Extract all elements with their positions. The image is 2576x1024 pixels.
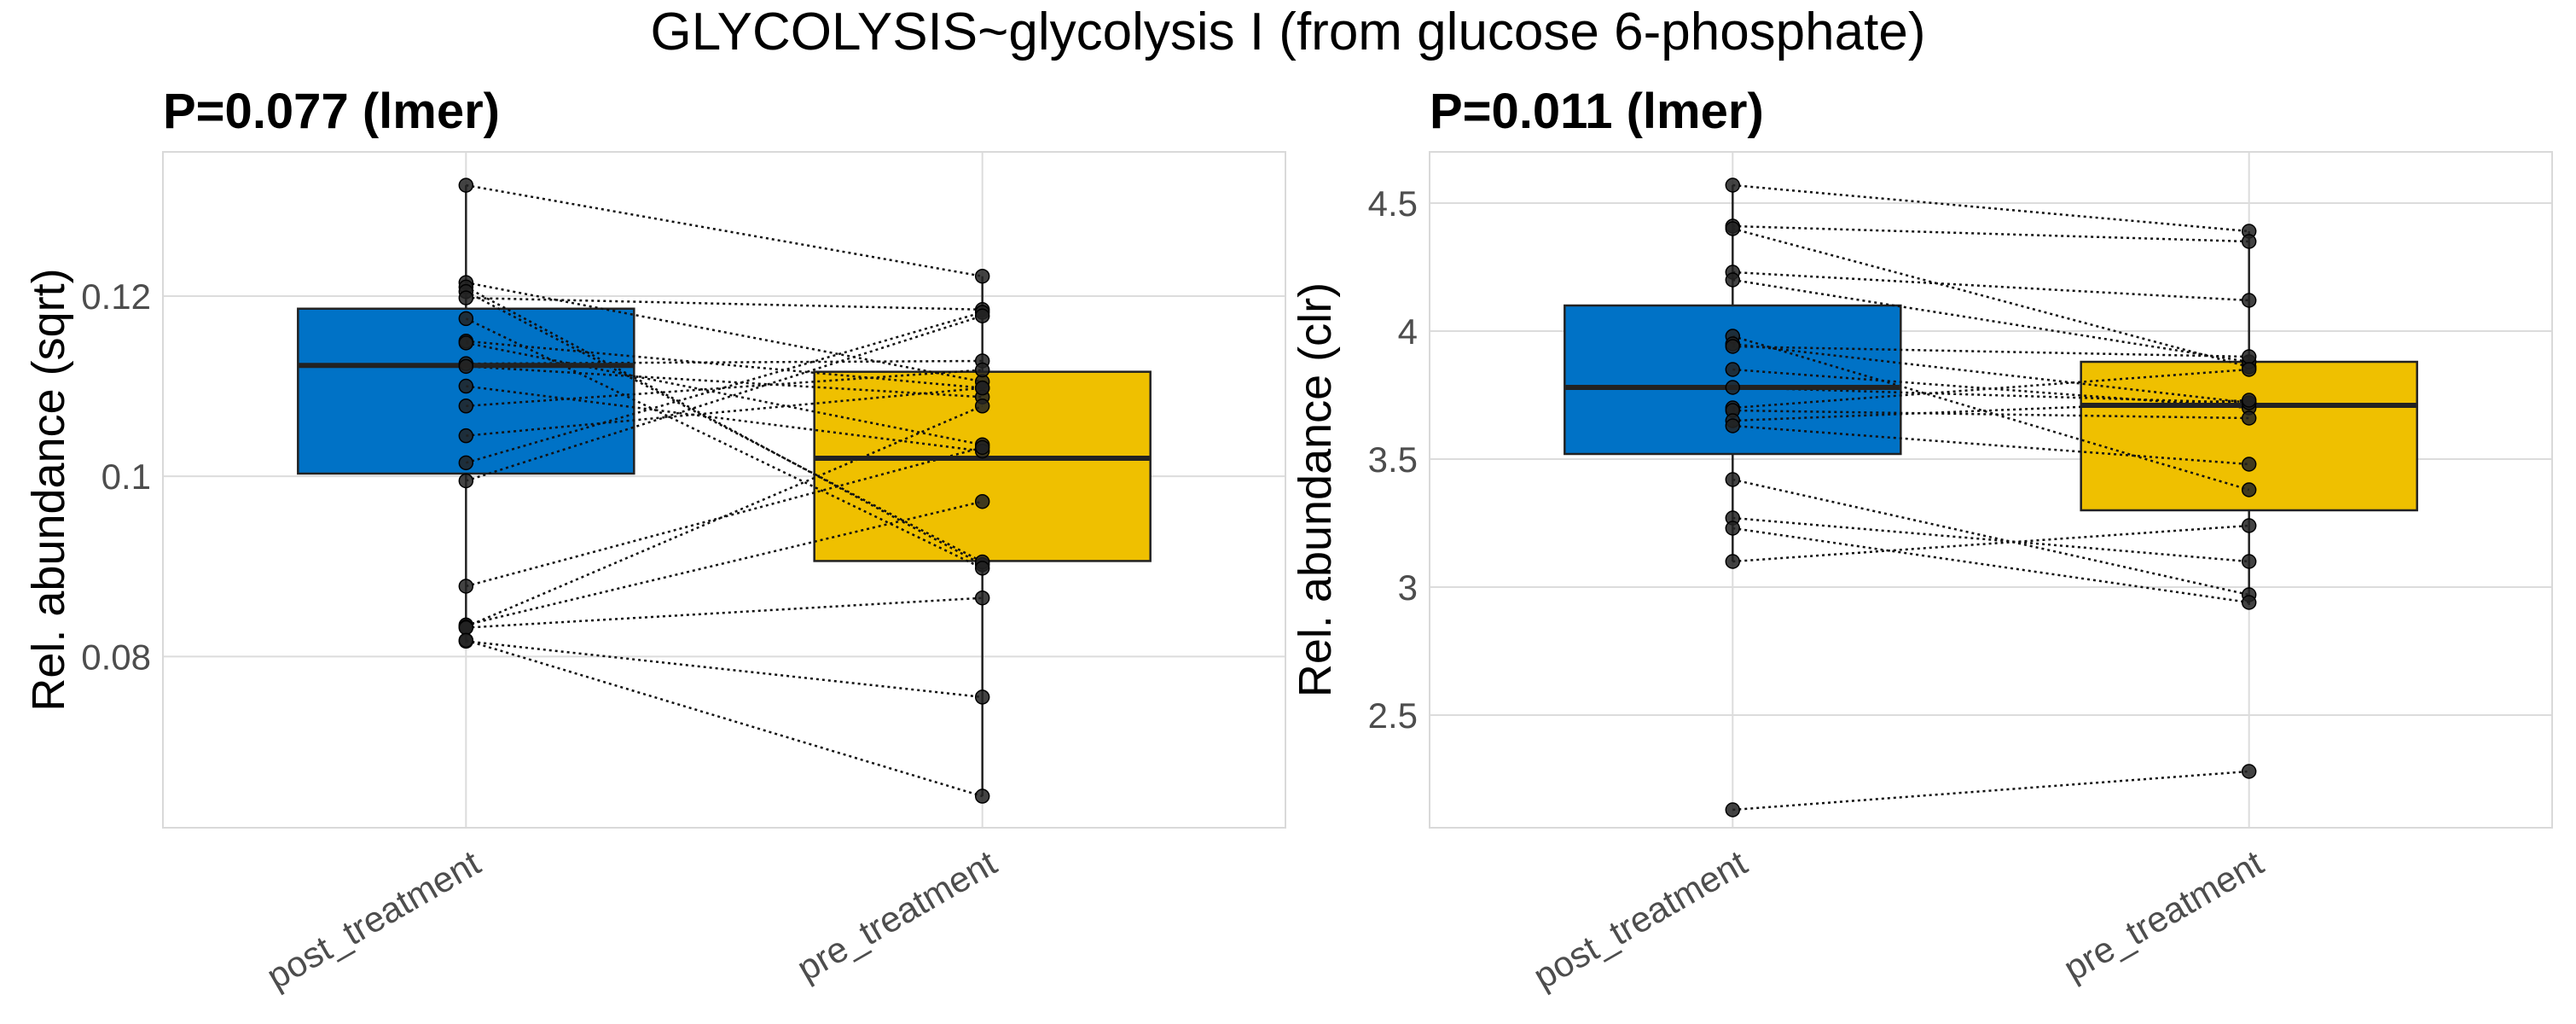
pair-line <box>1732 478 2249 596</box>
pair-line <box>466 340 983 389</box>
data-point-pre <box>2241 518 2257 533</box>
pair-line <box>466 183 983 277</box>
data-point-post <box>1725 521 1741 536</box>
y-tick-label: 0.12 <box>81 276 151 317</box>
data-point-post <box>458 632 474 649</box>
pair-line <box>466 387 983 437</box>
data-point-post <box>458 378 474 394</box>
pair-line <box>465 290 983 563</box>
pair-line <box>466 365 983 399</box>
data-point-pre <box>974 268 990 284</box>
data-point-pre <box>974 308 990 323</box>
data-point-post <box>458 358 474 375</box>
data-point-pre <box>974 362 990 378</box>
panel-title: P=0.011 (lmer) <box>1430 84 1764 139</box>
data-point-post <box>1725 802 1741 817</box>
data-point-pre <box>974 399 990 414</box>
pair-line <box>466 281 983 383</box>
plot-frame <box>162 151 1286 829</box>
pair-line <box>465 639 983 798</box>
pair-line <box>1732 335 2250 492</box>
data-point-pre <box>2241 482 2257 497</box>
data-point-pre <box>974 689 990 705</box>
pair-line <box>466 500 983 626</box>
data-point-post <box>458 620 474 636</box>
y-tick-label: 3.5 <box>1368 439 1418 480</box>
y-tick-label: 4.5 <box>1368 183 1418 224</box>
x-tick-label: pre_treatment <box>2057 842 2270 989</box>
data-point-pre <box>2241 554 2257 569</box>
data-point-pre <box>974 561 990 576</box>
y-tick-label: 3 <box>1398 567 1418 608</box>
data-point-post <box>1725 339 1741 354</box>
pair-line <box>465 315 983 482</box>
data-point-pre <box>2241 234 2257 249</box>
pair-line <box>466 296 983 311</box>
data-point-post <box>458 473 474 489</box>
y-tick-label: 0.08 <box>81 637 151 677</box>
data-point-pre <box>974 788 990 804</box>
pair-line <box>465 404 983 628</box>
panel-left: 0.08 0.1 0.12 post_treatment pre_treatment P=… <box>23 84 1286 997</box>
data-point-post <box>458 290 474 305</box>
data-point-post <box>458 399 474 414</box>
pair-line <box>1732 424 2249 466</box>
pair-line <box>1732 345 2249 358</box>
data-point-post <box>458 455 474 471</box>
panel-right: 2.5 3 3.5 4 4.5 post_treatment pre_treatment P=… <box>1290 84 2553 997</box>
pair-line <box>1732 770 2249 812</box>
data-point-pre <box>2241 595 2257 610</box>
plot-frame <box>1429 151 2553 829</box>
data-point-post <box>1725 472 1741 487</box>
y-tick-label: 2.5 <box>1368 695 1418 736</box>
pair-line <box>1732 183 2249 233</box>
data-point-pre <box>974 493 990 509</box>
y-axis-label: Rel. abundance (sqrt) <box>23 268 74 711</box>
pair-line <box>1732 271 2249 302</box>
data-point-post <box>1725 272 1741 288</box>
y-tick-label: 4 <box>1398 311 1418 352</box>
data-point-post <box>458 311 474 327</box>
pair-line <box>1732 368 2249 410</box>
data-point-pre <box>2241 764 2257 779</box>
data-point-pre <box>2241 393 2257 408</box>
pair-line <box>1732 409 2249 420</box>
pair-line <box>466 640 983 699</box>
data-point-pre <box>974 439 990 456</box>
data-point-post <box>1725 177 1741 193</box>
pair-line <box>465 286 983 566</box>
data-point-post <box>458 177 474 193</box>
data-point-post <box>458 428 474 444</box>
data-point-pre <box>974 380 990 396</box>
data-point-post <box>1725 380 1741 395</box>
data-point-pre <box>2241 349 2257 364</box>
data-point-post <box>1725 221 1741 236</box>
pair-line <box>1732 224 2249 243</box>
panel-title: P=0.077 (lmer) <box>163 84 500 139</box>
x-tick-label: post_treatment <box>1527 842 1754 997</box>
figure-title: GLYCOLYSIS~glycolysis I (from glucose 6-… <box>651 3 1926 61</box>
data-point-post <box>458 335 474 351</box>
data-point-pre <box>2241 293 2257 308</box>
data-point-pre <box>2241 457 2257 472</box>
pair-line <box>1732 516 2249 563</box>
data-point-post <box>1725 554 1741 569</box>
pair-line <box>466 341 983 446</box>
x-tick-label: post_treatment <box>260 842 487 997</box>
y-axis-label: Rel. abundance (clr) <box>1290 282 1341 697</box>
pair-line <box>465 317 983 569</box>
data-point-post <box>1725 418 1741 433</box>
data-point-post <box>1725 362 1741 377</box>
pair-line <box>465 311 983 464</box>
data-point-post <box>458 579 474 594</box>
data-point-pre <box>974 590 990 606</box>
data-point-pre <box>2241 362 2257 377</box>
pair-line <box>466 596 983 629</box>
pair-line <box>1732 524 2249 563</box>
data-point-pre <box>2241 410 2257 426</box>
y-tick-label: 0.1 <box>102 457 151 497</box>
x-tick-label: pre_treatment <box>790 842 1003 989</box>
